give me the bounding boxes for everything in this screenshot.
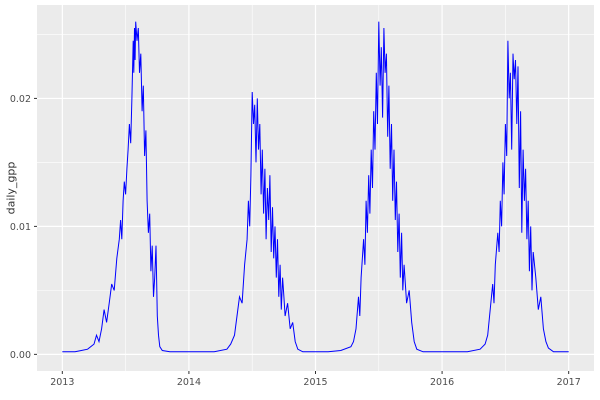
x-tick-label: 2017	[557, 377, 581, 388]
data-line	[62, 21, 569, 353]
y-tick-label: 0.02	[10, 94, 31, 105]
x-tick-label: 2015	[303, 377, 327, 388]
y-tick-label: 0.00	[10, 350, 31, 361]
x-tick-label: 2016	[430, 377, 454, 388]
x-tick-label: 2014	[177, 377, 201, 388]
y-tick-label: 0.01	[10, 222, 31, 233]
x-tick-label: 2013	[50, 377, 74, 388]
